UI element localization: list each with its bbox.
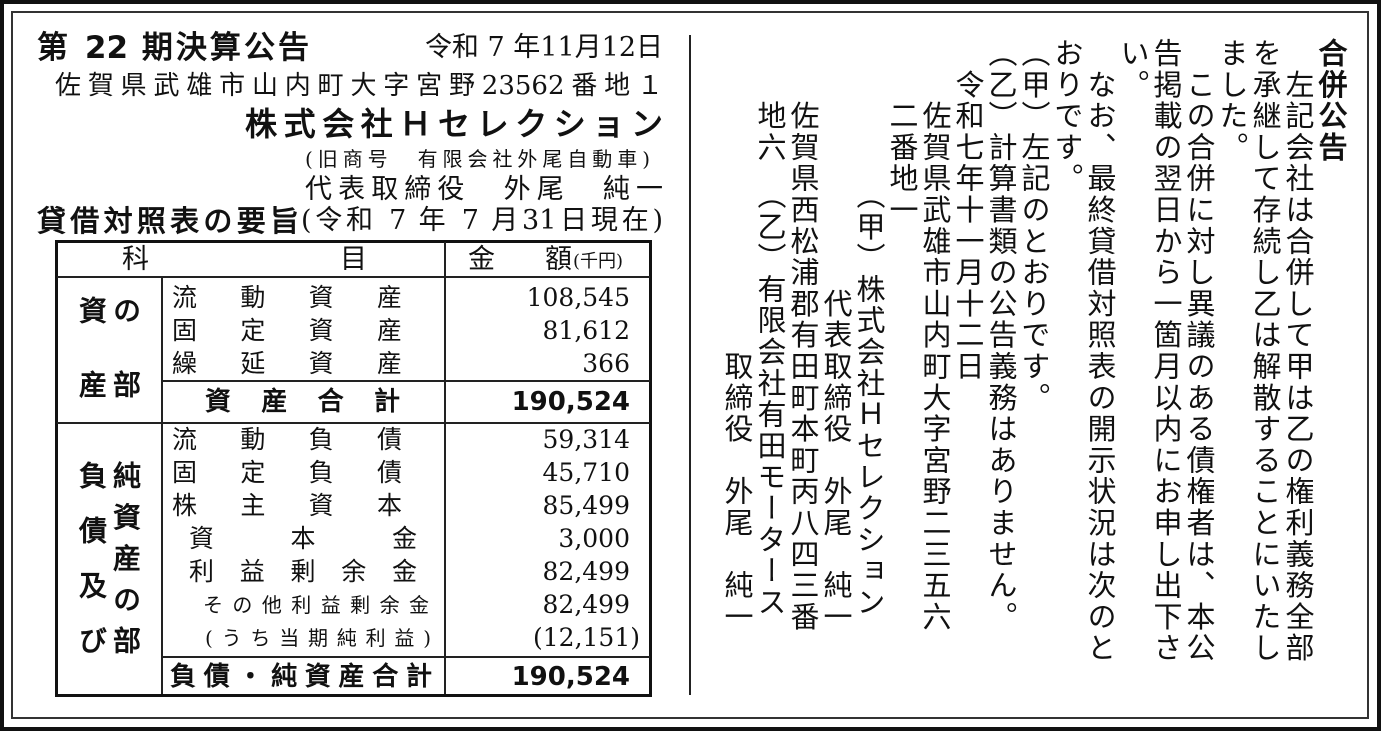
row-value: 3,000 — [558, 524, 630, 553]
assets-section-label-1: 資産 — [75, 296, 108, 398]
header-item: 科目 — [122, 244, 367, 275]
row-label: 流動負債 — [172, 425, 402, 454]
merger-column: い。 — [1116, 38, 1150, 101]
row-value: 59,314 — [542, 425, 630, 454]
row-value: (12,151) — [533, 623, 640, 652]
merger-column: この合併に対し異議のある債権者は、本公 — [1182, 38, 1216, 664]
row-value: 82,499 — [542, 557, 630, 586]
merger-date: 令和七年十一月十二日 — [951, 38, 985, 383]
row-label: 流動資産 — [172, 283, 402, 312]
company-address: 佐賀県武雄市山内町大字宮野23562番地１ — [55, 71, 663, 101]
merger-column: を承継して存続し乙は解散することにいたし — [1248, 38, 1282, 664]
settlement-date: 令和 7 年11月12日 — [424, 32, 663, 63]
row-value: 82,499 — [542, 590, 630, 619]
inner-border — [11, 11, 1369, 719]
row-label: 繰延資産 — [172, 349, 402, 378]
row-label: (うち当期純利益) — [205, 626, 431, 650]
row-label: 資本金 — [189, 524, 417, 553]
company-name: 株式会社Ｈセレクション — [245, 105, 663, 143]
balance-sheet-heading: 貸借対照表の要旨 (令和 7 年 7 月31日現在) — [37, 203, 663, 239]
row-value: 108,545 — [526, 283, 630, 312]
amount-column-rule — [444, 242, 446, 694]
assets-total-label: 資産合計 — [205, 387, 400, 417]
settlement-title: 第 22 期決算公告 — [37, 30, 309, 66]
section-rule — [57, 422, 650, 424]
merger-column: （甲）左記のとおりです。 — [1017, 38, 1051, 414]
header-unit: (千円) — [573, 251, 624, 272]
liabilities-section-label-2: 純資産の部 — [109, 461, 142, 654]
header-amount: 金額 — [468, 244, 572, 275]
party-a-representative: 代表取締役 外尾 純一 — [819, 38, 853, 633]
party-b-name: 地六 （乙）有限会社有田モータース — [753, 38, 787, 619]
party-a-name: （甲）株式会社Ｈセレクション — [852, 38, 886, 619]
merger-title: 合併公告 — [1314, 38, 1348, 164]
row-label: 株主資本 — [172, 491, 402, 520]
row-value: 85,499 — [542, 491, 630, 520]
party-b-address: 佐賀県西松浦郡有田町本町丙八四三番 — [786, 38, 820, 633]
party-b-representative: 取締役 外尾 純一 — [720, 38, 754, 633]
merger-column: おりです。 — [1050, 38, 1084, 195]
header-rule — [57, 276, 650, 278]
liabilities-total-rule — [162, 656, 650, 658]
liabilities-total-value: 190,524 — [511, 662, 630, 692]
balance-sheet-date: (令和 7 年 7 月31日現在) — [301, 205, 663, 236]
row-label: その他利益剰余金 — [203, 593, 429, 617]
row-label: 固定負債 — [172, 458, 402, 487]
row-value: 81,612 — [542, 316, 630, 345]
label-column-rule — [161, 277, 163, 694]
row-label: 利益剰余金 — [189, 557, 417, 586]
representative: 代表取締役 外尾 純一 — [305, 174, 663, 205]
merger-column: 左記会社は合併して甲は乙の権利義務全部 — [1281, 38, 1315, 664]
merger-column: 告掲載の翌日から一箇月以内にお申し出下さ — [1149, 38, 1183, 664]
column-divider — [689, 35, 691, 695]
liabilities-section-label-1: 負債及び — [75, 461, 108, 654]
party-a-address: 佐賀県武雄市山内町大字宮野二三五六 — [918, 38, 952, 633]
liabilities-total-label: 負債・純資産合計 — [170, 662, 432, 692]
merger-column: ました。 — [1215, 38, 1249, 164]
row-label: 固定資産 — [172, 316, 402, 345]
merger-notice: 合併公告 左記会社は合併して甲は乙の権利義務全部 を承継して存続し乙は解散するこ… — [720, 38, 1348, 703]
balance-sheet-title: 貸借対照表の要旨 — [37, 204, 299, 238]
assets-total-rule — [162, 380, 650, 382]
row-value: 45,710 — [542, 458, 630, 487]
merger-column: （乙）計算書類の公告義務はありません。 — [984, 38, 1018, 633]
merger-column: なお、最終貸借対照表の開示状況は次のと — [1083, 38, 1117, 664]
assets-total-value: 190,524 — [511, 387, 630, 417]
assets-section-label-2: の部 — [109, 296, 142, 398]
former-company-name: (旧商号 有限会社外尾自動車) — [305, 147, 650, 171]
party-a-address-cont: 二番地一 — [885, 38, 919, 226]
balance-sheet-table — [55, 240, 652, 697]
row-value: 366 — [582, 349, 630, 378]
